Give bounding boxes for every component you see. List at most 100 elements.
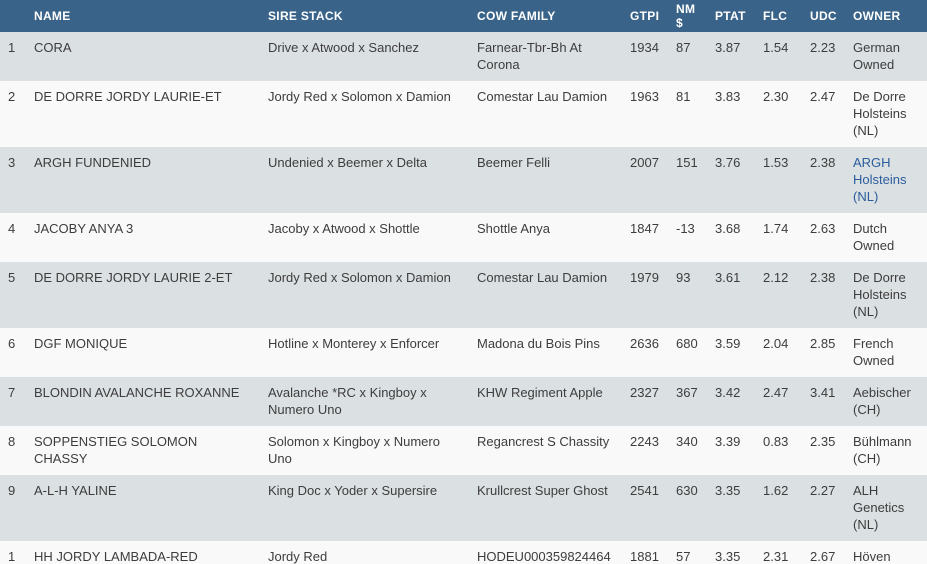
cell-sire-stack: Drive x Atwood x Sanchez [268,40,420,55]
cell-flc: 2.31 [763,549,789,564]
cell-nm: 57 [676,549,691,564]
cell-udc: 2.47 [810,89,836,104]
column-header-name: NAME [26,0,260,32]
cell-sire-stack: Avalanche *RC x Kingboy x Numero Uno [268,385,427,417]
cell-udc: 2.67 [810,549,836,564]
column-header-flc: FLC [755,0,802,32]
cell-name: JACOBY ANYA 3 [34,221,134,236]
cell-gtpi: 2327 [630,385,659,400]
cell-sire-stack: Jordy Red x Solomon x Damion [268,270,451,285]
cell-owner: Höven Holsteins (DE) [853,549,891,564]
table-row: 5 DE DORRE JORDY LAURIE 2-ET Jordy Red x S… [0,262,927,328]
cell-ptat: 3.35 [715,483,741,498]
cell-owner: De Dorre Holsteins (NL) [853,270,907,319]
cell-owner: Bühlmann (CH) [853,434,912,466]
cell-nm: 81 [676,89,691,104]
cell-rank: 6 [8,336,16,351]
cell-nm: 151 [676,155,698,170]
cell-gtpi: 1963 [630,89,659,104]
cell-sire-stack: Jordy Red x Solomon x Damion [268,89,451,104]
cell-sire-stack: King Doc x Yoder x Supersire [268,483,438,498]
cell-nm: 87 [676,40,691,55]
cell-owner: ALH Genetics (NL) [853,483,905,532]
cell-rank: 5 [8,270,16,285]
cell-owner: Dutch Owned [853,221,895,253]
cell-flc: 2.12 [763,270,789,285]
cell-rank: 8 [8,434,16,449]
cell-flc: 0.83 [763,434,789,449]
cell-nm: 367 [676,385,698,400]
column-header-gtpi: GTPI [622,0,668,32]
cell-name: DE DORRE JORDY LAURIE-ET [34,89,222,104]
cell-flc: 2.47 [763,385,789,400]
cell-name: HH JORDY LAMBADA-RED [34,549,198,564]
cell-flc: 1.54 [763,40,789,55]
cell-gtpi: 2541 [630,483,659,498]
table-row: 9 A-L-H YALINE King Doc x Yoder x Supersir… [0,475,927,541]
cell-gtpi: 2007 [630,155,659,170]
cell-rank: 10 [8,549,16,564]
cell-ptat: 3.76 [715,155,741,170]
cell-gtpi: 1847 [630,221,659,236]
cell-sire-stack: Jacoby x Atwood x Shottle [268,221,420,236]
cell-flc: 1.53 [763,155,789,170]
cell-owner: German Owned [853,40,900,72]
cell-owner: De Dorre Holsteins (NL) [853,89,907,138]
cell-owner: ARGH Holsteins (NL) [845,147,927,213]
cell-rank: 9 [8,483,16,498]
cell-nm: 630 [676,483,698,498]
cell-gtpi: 1881 [630,549,659,564]
table-row: 10 HH JORDY LAMBADA-RED Jordy Red HODEU0003… [0,541,927,564]
cell-gtpi: 1979 [630,270,659,285]
cell-nm: 340 [676,434,698,449]
table-row: 3 ARGH FUNDENIED Undenied x Beemer x Delta… [0,147,927,213]
cell-udc: 3.41 [810,385,836,400]
cell-flc: 1.62 [763,483,789,498]
cell-cow-family: KHW Regiment Apple [477,385,603,400]
table-row: 4 JACOBY ANYA 3 Jacoby x Atwood x Shottle S… [0,213,927,262]
cell-rank: 4 [8,221,16,236]
column-header-rank [0,0,26,32]
cell-cow-family: Farnear-Tbr-Bh At Corona [477,40,582,72]
cell-cow-family: Madona du Bois Pins [477,336,600,351]
table-body: 1 CORA Drive x Atwood x Sanchez Farnear-Tbr… [0,32,927,564]
cell-gtpi: 2636 [630,336,659,351]
cell-gtpi: 1934 [630,40,659,55]
cell-flc: 2.04 [763,336,789,351]
column-header-ptat: PTAT [707,0,755,32]
cell-udc: 2.85 [810,336,836,351]
cell-ptat: 3.83 [715,89,741,104]
table-row: 1 CORA Drive x Atwood x Sanchez Farnear-Tbr… [0,32,927,81]
cell-rank: 1 [8,40,16,55]
column-header-nm: NM $ [668,0,707,32]
cell-ptat: 3.42 [715,385,741,400]
cell-ptat: 3.59 [715,336,741,351]
owner-link[interactable]: ARGH Holsteins (NL) [853,155,907,204]
cell-udc: 2.23 [810,40,836,55]
cell-cow-family: Comestar Lau Damion [477,270,608,285]
cell-udc: 2.38 [810,155,836,170]
cell-rank: 7 [8,385,16,400]
cell-sire-stack: Jordy Red [268,549,328,564]
cell-name: A-L-H YALINE [34,483,117,498]
cell-flc: 1.74 [763,221,789,236]
cell-nm: 93 [676,270,691,285]
cell-owner: French Owned [853,336,895,368]
cell-ptat: 3.87 [715,40,741,55]
table-row: 7 BLONDIN AVALANCHE ROXANNE Avalanche *RC … [0,377,927,426]
cell-nm: 680 [676,336,698,351]
column-header-sire-stack: SIRE STACK [260,0,469,32]
cell-gtpi: 2243 [630,434,659,449]
cell-udc: 2.35 [810,434,836,449]
cell-cow-family: HODEU000359824464 [477,549,611,564]
table-row: 2 DE DORRE JORDY LAURIE-ET Jordy Red x Sol… [0,81,927,147]
table-header-row: NAME SIRE STACK COW FAMILY GTPI NM $ PTAT FLC U… [0,0,927,32]
column-header-cow-family: COW FAMILY [469,0,622,32]
cell-name: DGF MONIQUE [34,336,128,351]
column-header-udc: UDC [802,0,845,32]
cell-sire-stack: Hotline x Monterey x Enforcer [268,336,440,351]
cell-name: SOPPENSTIEG SOLOMON CHASSY [34,434,198,466]
cell-udc: 2.27 [810,483,836,498]
cell-ptat: 3.39 [715,434,741,449]
